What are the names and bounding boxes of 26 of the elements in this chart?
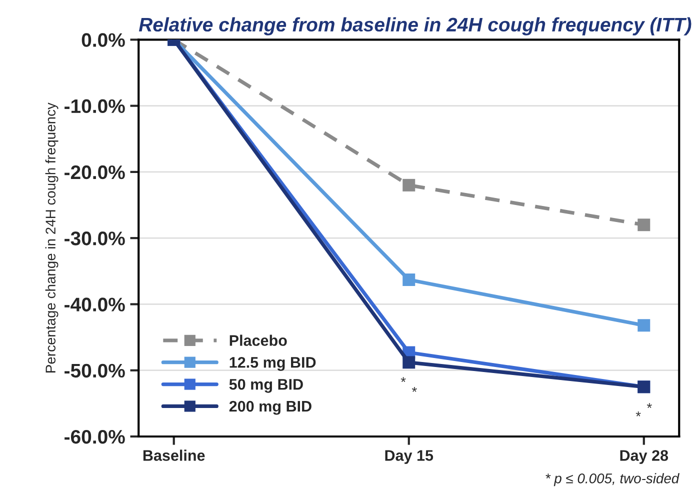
- x-tick-label: Baseline: [143, 450, 205, 461]
- point: [402, 273, 416, 286]
- point: [402, 356, 416, 369]
- legend-label: 200 mg BID: [229, 400, 312, 415]
- annotation: *: [400, 377, 406, 382]
- y-tick-label: -40.0%: [64, 298, 125, 312]
- y-tick-label: 0.0%: [82, 33, 125, 47]
- legend-label: Placebo: [230, 334, 287, 346]
- annotation: *: [636, 411, 641, 416]
- y-tick-label: -10.0%: [64, 99, 125, 114]
- text: * p ≤ 0.005, two-sided: [546, 473, 680, 486]
- chart-title: Relative change from baseline in 24H cough frequency (ITT): [138, 17, 692, 36]
- y-tick-label: -30.0%: [64, 232, 125, 246]
- x-tick-label: Day 15: [385, 450, 434, 464]
- y-tick-label: -60.0%: [64, 430, 125, 444]
- point: [402, 178, 416, 192]
- point: [638, 218, 650, 232]
- x-tick-label: Day 28: [620, 450, 668, 464]
- y-tick-label: -20.0%: [64, 165, 125, 180]
- y-tick-label: -50.0%: [64, 364, 125, 378]
- annotation: *: [646, 403, 652, 408]
- legend-label: 12.5 mg BID: [230, 356, 316, 371]
- legend-label: 50 mg BID: [229, 378, 303, 393]
- point: [638, 319, 650, 332]
- y-axis-title: Percentage change in 24H cough frequency: [45, 102, 58, 372]
- annotation: *: [412, 387, 417, 392]
